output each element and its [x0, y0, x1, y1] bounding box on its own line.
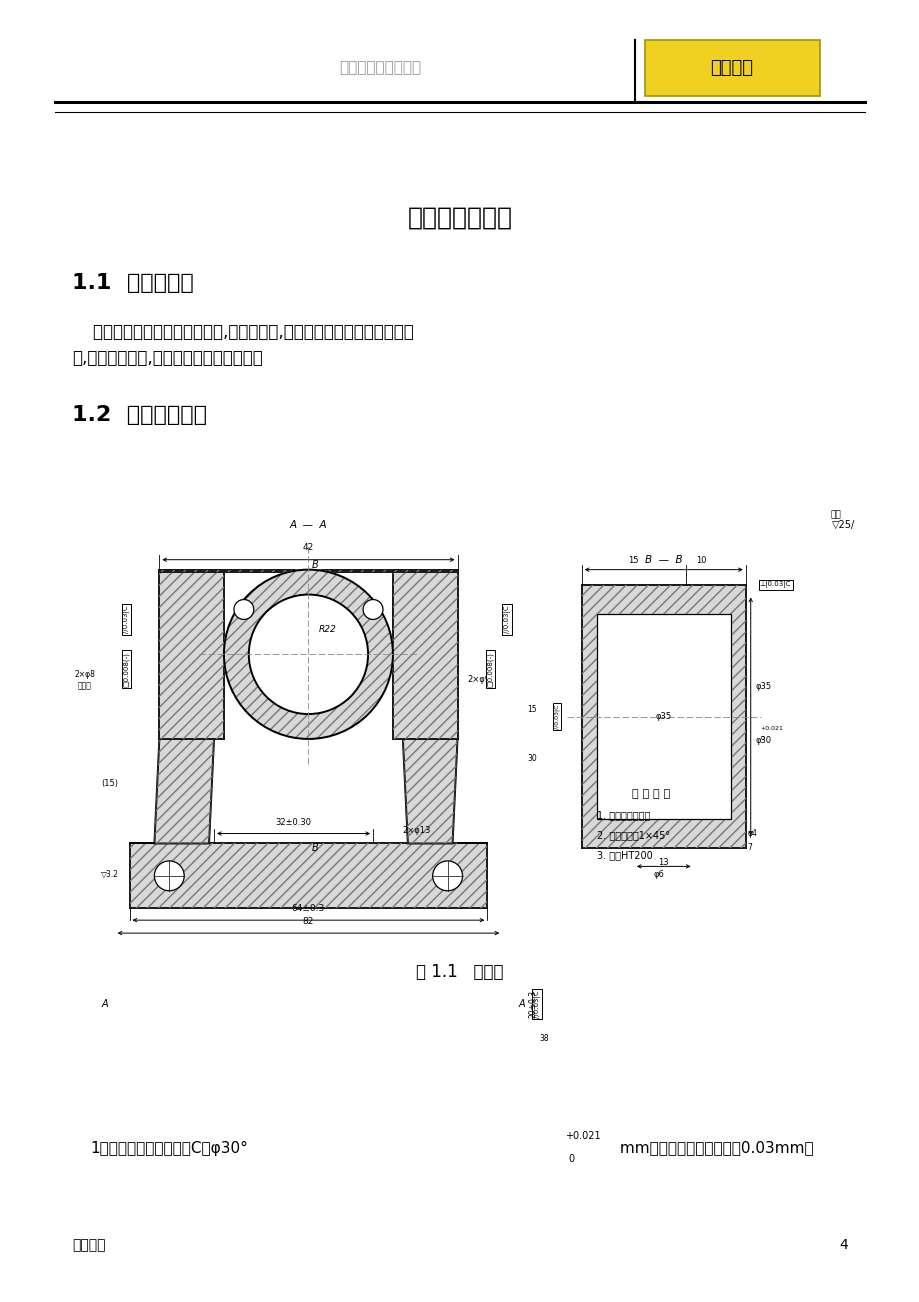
Text: 1.1  零件的作用: 1.1 零件的作用 [72, 273, 194, 293]
Text: B: B [312, 844, 318, 854]
Text: 82: 82 [302, 917, 313, 926]
Text: 1）侧视图右侧面对基准C（φ30°: 1）侧视图右侧面对基准C（φ30° [90, 1141, 247, 1155]
Text: 0: 0 [760, 737, 764, 741]
Bar [159, 570, 223, 740]
Text: 2. 未注明倒角1×45°: 2. 未注明倒角1×45° [596, 831, 669, 841]
Circle shape [233, 599, 254, 620]
Circle shape [134, 967, 154, 988]
Text: □0.008(-): □0.008(-) [123, 652, 130, 686]
Text: φ4: φ4 [747, 829, 757, 838]
Text: B  —  B: B — B [644, 555, 682, 565]
Text: +0.021: +0.021 [564, 1131, 600, 1141]
Circle shape [432, 861, 462, 891]
FancyBboxPatch shape [644, 40, 819, 96]
Bar [130, 844, 487, 909]
Text: φ30: φ30 [754, 737, 771, 746]
Text: 1. 铸造后时效处理: 1. 铸造后时效处理 [596, 811, 650, 820]
Text: +0.021: +0.021 [760, 727, 783, 732]
Text: 其余: 其余 [829, 510, 840, 519]
Text: A  —  A: A — A [289, 519, 327, 530]
Ellipse shape [130, 960, 159, 996]
Text: 30: 30 [527, 754, 537, 763]
Text: 装配件: 装配件 [78, 682, 92, 690]
Bar [392, 570, 457, 740]
Ellipse shape [467, 1012, 497, 1048]
Text: //0.03|C: //0.03|C [504, 605, 510, 633]
Text: 15: 15 [628, 556, 638, 565]
Text: //0.03|C: //0.03|C [553, 704, 559, 729]
Text: 合,更方便的使用,减少了使用厂家的成本。: 合,更方便的使用,减少了使用厂家的成本。 [72, 349, 263, 367]
Text: 42: 42 [302, 543, 313, 552]
Circle shape [472, 967, 492, 988]
Text: 1.2  零件图样分析: 1.2 零件图样分析 [72, 405, 207, 424]
Text: 0: 0 [567, 1154, 573, 1164]
Text: 一、零件的分析: 一、零件的分析 [407, 206, 512, 230]
Circle shape [134, 1019, 154, 1040]
Text: 2×φ9: 2×φ9 [467, 674, 490, 684]
Text: (15): (15) [101, 779, 118, 788]
Bar [596, 615, 730, 819]
Text: A: A [518, 999, 525, 1009]
Text: 3. 材料HT200: 3. 材料HT200 [596, 850, 652, 861]
Text: φ35: φ35 [655, 712, 671, 721]
Text: 7: 7 [747, 844, 752, 853]
Circle shape [363, 599, 382, 620]
Text: mm轴线）的垂直度公差为0.03mm。: mm轴线）的垂直度公差为0.03mm。 [614, 1141, 812, 1155]
Text: 详细规范: 详细规范 [72, 1238, 106, 1253]
Bar [159, 570, 308, 572]
Text: 20±0.3: 20±0.3 [528, 990, 537, 1018]
Text: □0.008(-): □0.008(-) [486, 652, 493, 686]
Polygon shape [154, 740, 214, 844]
Bar [392, 570, 457, 740]
Text: 技 术 要 求: 技 术 要 求 [631, 789, 670, 798]
Bar [581, 585, 745, 849]
Text: 2×φ13: 2×φ13 [403, 825, 431, 835]
Text: B: B [312, 560, 318, 570]
Text: R22: R22 [318, 625, 335, 634]
Text: 2×φ8: 2×φ8 [74, 669, 96, 678]
Bar [581, 585, 745, 849]
Text: 64±0.3: 64±0.3 [291, 904, 324, 913]
Text: ⊥|0.03|C: ⊥|0.03|C [759, 581, 790, 589]
Text: ▽3.2: ▽3.2 [100, 870, 119, 879]
Bar [159, 570, 308, 572]
Text: 仅供借鉴: 仅供借鉴 [709, 59, 753, 77]
Text: //0.03|C: //0.03|C [123, 605, 130, 633]
Text: ▽25/: ▽25/ [831, 519, 854, 530]
Text: //0.03|C: //0.03|C [533, 990, 540, 1018]
Bar [308, 570, 457, 572]
Bar [194, 980, 353, 1027]
Bar [308, 570, 457, 572]
Text: 13: 13 [658, 858, 668, 867]
Ellipse shape [467, 960, 497, 996]
Text: A: A [101, 999, 108, 1009]
Polygon shape [403, 740, 457, 844]
Text: 32±0.30: 32±0.30 [275, 818, 312, 827]
Text: 10: 10 [695, 556, 706, 565]
Text: 图 1.1   零件图: 图 1.1 零件图 [415, 963, 504, 980]
Text: 4: 4 [838, 1238, 847, 1253]
Bar [115, 960, 512, 1048]
Text: 页眉页脚可一键删除: 页眉页脚可一键删除 [338, 60, 421, 76]
Text: φ35: φ35 [754, 682, 771, 691]
Circle shape [472, 1019, 492, 1040]
Ellipse shape [130, 1012, 159, 1048]
Text: 轴承座是轴承和箱体的集合体,以便于应用,这样的好处是可以有更好的配: 轴承座是轴承和箱体的集合体,以便于应用,这样的好处是可以有更好的配 [72, 323, 414, 341]
Circle shape [248, 595, 368, 713]
Text: 15: 15 [527, 704, 536, 713]
Bar [159, 570, 223, 740]
Circle shape [154, 861, 184, 891]
Bar [130, 844, 487, 909]
Text: 38: 38 [539, 1034, 549, 1043]
Text: φ6: φ6 [652, 870, 664, 879]
